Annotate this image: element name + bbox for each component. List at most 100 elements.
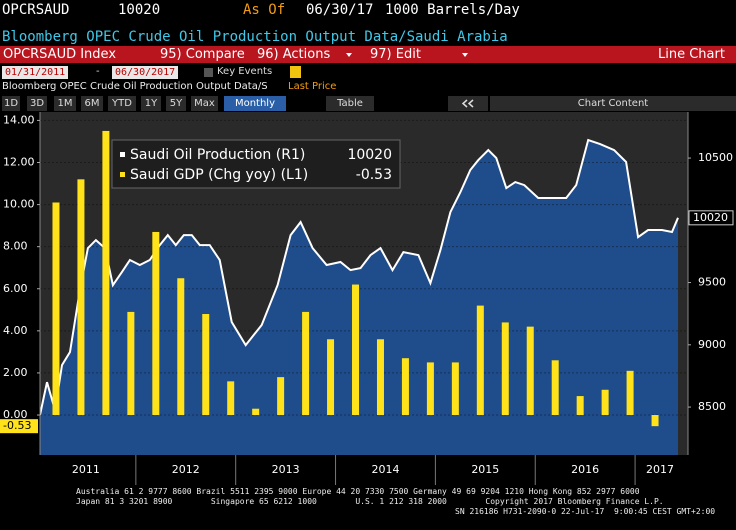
bar — [152, 231, 160, 416]
bar — [551, 360, 559, 416]
bar — [626, 370, 634, 416]
key-events: Key Events — [217, 66, 273, 77]
chart-content[interactable]: Chart Content — [490, 96, 736, 111]
menu[interactable]: 95) Compare — [160, 47, 245, 62]
last-value: 10020 — [118, 2, 161, 18]
bar — [501, 322, 509, 416]
period-button[interactable]: 6M — [81, 96, 103, 111]
legend-label: Saudi GDP (Chg yoy) (L1) — [130, 167, 308, 183]
description: Bloomberg OPEC Crude Oil Production Outp… — [2, 29, 508, 45]
x-axis — [0, 455, 736, 485]
legend-value: -0.53 — [356, 167, 392, 183]
bar — [252, 408, 260, 416]
bar — [302, 311, 310, 416]
bar — [177, 278, 185, 416]
bar — [327, 339, 335, 416]
bar — [102, 130, 110, 416]
bar — [601, 389, 609, 416]
field: Last Price — [288, 81, 337, 92]
security[interactable]: OPCRSAUD Index — [3, 47, 117, 62]
chevrons — [461, 99, 474, 108]
x-tick-label: 2011 — [72, 463, 100, 476]
last-value-box — [0, 419, 38, 434]
as-of-date: 06/30/17 — [306, 2, 374, 18]
chart: 0.00 2.00 4.00 6.00 8.00 10.00 12.00 14.00 8500 9… — [0, 112, 736, 485]
dropdown-arrow — [346, 53, 352, 57]
last-value-label: 10020 — [693, 211, 728, 224]
as-of: As Of — [243, 2, 286, 18]
date-separator: - — [96, 66, 100, 77]
y-tick-label: 4.00 — [3, 324, 28, 337]
bar — [576, 396, 584, 416]
bar — [77, 179, 85, 416]
y2-tick-label: 10500 — [698, 151, 733, 164]
last-value-box — [688, 210, 734, 226]
period-button[interactable]: 1Y — [141, 96, 161, 111]
legend-swatch — [120, 152, 125, 157]
legend-value: 10020 — [347, 147, 392, 163]
toolbar — [0, 46, 736, 63]
security-line: Bloomberg OPEC Crude Oil Production Outp… — [2, 81, 268, 92]
period-button[interactable]: 5Y — [166, 96, 186, 111]
end-date[interactable]: 06/30/2017 — [112, 66, 179, 79]
last-value-label: -0.53 — [3, 419, 31, 432]
menu[interactable]: 97) Edit — [370, 47, 421, 62]
ticker: OPCRSAUD — [2, 2, 70, 18]
y-tick-label: 14.00 — [3, 113, 35, 126]
footer-line: Japan 81 3 3201 8900 Singapore 65 6212 1… — [76, 497, 664, 506]
left-axis — [0, 112, 40, 455]
menu[interactable]: 96) Actions — [257, 47, 331, 62]
chart-type[interactable]: Line Chart — [658, 47, 725, 62]
table-button[interactable]: Table — [326, 96, 374, 111]
units: 1000 Barrels/Day — [385, 2, 520, 18]
bar — [202, 314, 210, 416]
footer-line: SN 216186 H731-2090-0 22-Jul-17 9:00:45 … — [455, 507, 716, 516]
info-icon[interactable] — [290, 66, 301, 78]
x-tick-label: 2013 — [272, 463, 300, 476]
legend-label: Saudi Oil Production (R1) — [130, 147, 305, 163]
bar — [376, 339, 384, 416]
bar — [451, 362, 459, 416]
line — [39, 138, 679, 416]
bar — [426, 362, 434, 416]
bar — [401, 358, 409, 416]
legend — [111, 139, 401, 189]
collapse-button[interactable] — [448, 96, 488, 111]
y2-tick-label: 9000 — [698, 338, 726, 351]
period-button[interactable]: YTD — [108, 96, 136, 111]
bar — [651, 415, 659, 427]
y-tick-label: 6.00 — [3, 282, 28, 295]
y-tick-label: 0.00 — [3, 408, 28, 421]
x-tick-label: 2016 — [571, 463, 599, 476]
x-tick-label: 2014 — [371, 463, 399, 476]
frequency[interactable]: Monthly — [224, 96, 286, 111]
y-tick-label: 2.00 — [3, 366, 28, 379]
period-button[interactable]: Max — [191, 96, 218, 111]
bar — [52, 202, 60, 416]
bar — [227, 381, 235, 416]
menus: 95) Compare 96) Actions — [145, 46, 355, 63]
period-button[interactable]: 1D — [2, 96, 20, 111]
period-button[interactable]: 3D — [27, 96, 47, 111]
dropdown-arrow — [462, 53, 468, 57]
bar — [127, 311, 135, 416]
y-tick-label: 10.00 — [3, 198, 35, 211]
start-date[interactable]: 01/31/2011 — [2, 66, 69, 79]
footer-line: Australia 61 2 9777 8600 Brazil 5511 239… — [76, 487, 640, 496]
legend-swatch — [120, 172, 125, 177]
y2-tick-label: 9500 — [698, 276, 726, 289]
x-tick-label: 2012 — [172, 463, 200, 476]
right-axis — [688, 112, 736, 455]
bar — [476, 305, 484, 416]
x-tick-label: 2015 — [471, 463, 499, 476]
y2-tick-label: 8500 — [698, 400, 726, 413]
y-tick-label: 8.00 — [3, 240, 28, 253]
bar — [526, 326, 534, 416]
period-button[interactable]: 1M — [54, 96, 76, 111]
bar — [277, 377, 285, 416]
checkbox[interactable] — [204, 68, 213, 77]
x-tick-label: 2017 — [646, 463, 674, 476]
y-tick-label: 12.00 — [3, 156, 35, 169]
bar — [352, 284, 360, 416]
